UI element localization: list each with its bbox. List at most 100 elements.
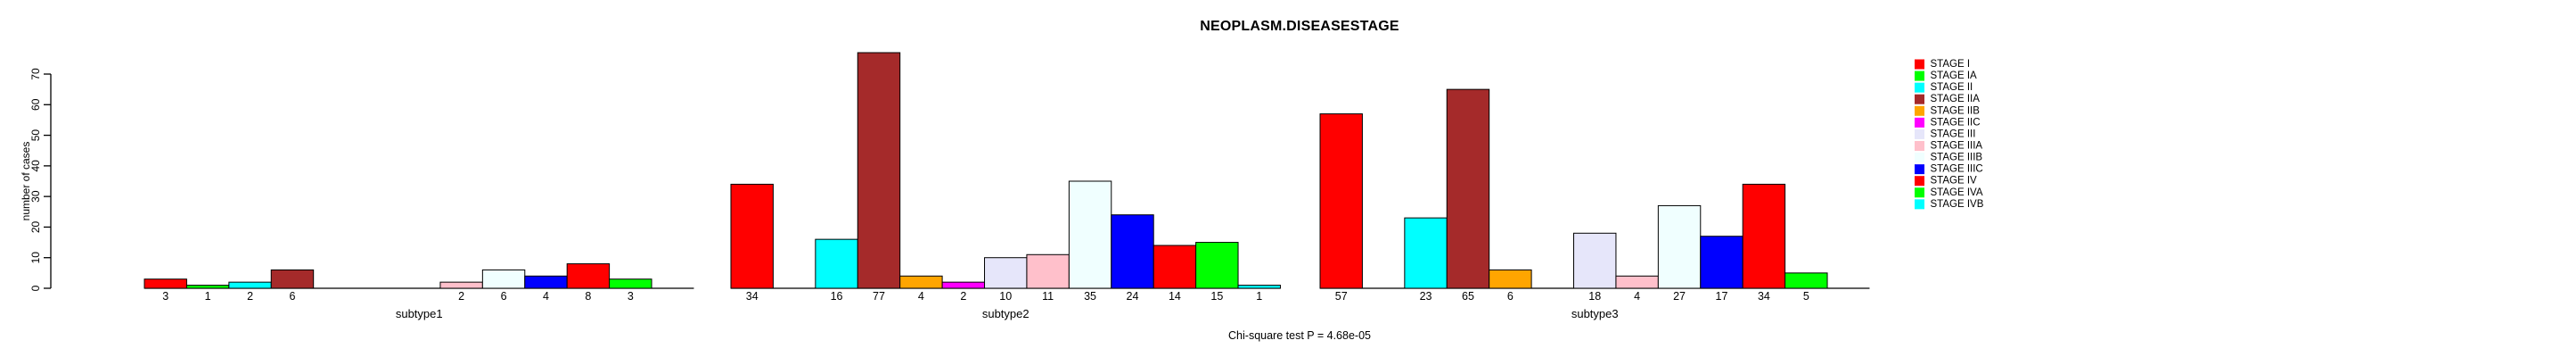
bar-subtype2-stage-iiia — [1026, 253, 1070, 289]
bar-value-label: 11 — [1042, 290, 1054, 303]
bar-value-label: 2 — [960, 290, 966, 303]
legend-swatch — [1915, 199, 1924, 210]
legend-swatch — [1915, 164, 1924, 175]
bar-value-label: 14 — [1169, 290, 1181, 303]
bar-subtype2-stage-iib — [899, 275, 943, 289]
group-label-subtype3: subtype3 — [1571, 307, 1619, 320]
bar-value-label: 24 — [1127, 290, 1139, 303]
legend-swatch — [1915, 71, 1924, 81]
bar-subtype2-stage-iii — [984, 257, 1028, 289]
bar-value-label: 65 — [1462, 290, 1474, 303]
chart-title: NEOPLASM.DISEASESTAGE — [1200, 19, 1399, 34]
legend-label: STAGE IIIB — [1931, 153, 1983, 163]
bar-subtype1-stage-iia — [270, 269, 315, 289]
bar-value-label: 18 — [1588, 290, 1601, 303]
bar-value-label: 2 — [458, 290, 464, 303]
legend-label: STAGE IIB — [1931, 105, 1981, 116]
legend-label: STAGE IVA — [1931, 187, 1983, 198]
bar-value-label: 6 — [501, 290, 507, 303]
legend-label: STAGE IIA — [1931, 94, 1981, 104]
bar-subtype3-stage-iva — [1784, 272, 1828, 289]
legend-swatch — [1915, 129, 1924, 139]
y-axis-tick-label: 0 — [29, 285, 42, 291]
legend-swatch — [1915, 94, 1924, 104]
bar-value-label: 27 — [1673, 290, 1686, 303]
bar-value-label: 5 — [1803, 290, 1809, 303]
bar-subtype3-stage-iib — [1489, 269, 1532, 289]
legend-label: STAGE IA — [1931, 71, 1978, 81]
bar-subtype1-stage-ia — [185, 285, 230, 289]
bar-value-label: 2 — [247, 290, 253, 303]
bar-subtype2-stage-iiib — [1068, 180, 1112, 289]
legend-label: STAGE IIIC — [1931, 164, 1983, 175]
legend-label: STAGE IVB — [1931, 199, 1984, 210]
legend-label: STAGE IIC — [1931, 117, 1981, 128]
y-axis-title: number of cases — [20, 142, 32, 221]
group-label-subtype1: subtype1 — [396, 307, 443, 320]
bar-value-label: 6 — [1507, 290, 1514, 303]
bar-subtype1-stage-i — [144, 278, 187, 289]
bar-subtype1-stage-iv — [566, 263, 611, 289]
bar-subtype3-stage-iv — [1742, 183, 1786, 289]
bar-subtype2-stage-iiic — [1111, 214, 1154, 289]
bar-subtype1-stage-ii — [228, 281, 272, 289]
bar-subtype1-stage-iva — [609, 278, 652, 289]
bar-value-label: 4 — [543, 290, 549, 303]
bar-value-label: 15 — [1210, 290, 1223, 303]
group-label-subtype2: subtype2 — [982, 307, 1030, 320]
bar-value-label: 77 — [873, 290, 885, 303]
bar-subtype3-stage-iiib — [1657, 204, 1702, 289]
legend-label: STAGE IV — [1931, 176, 1978, 187]
y-axis-tick-label: 50 — [29, 129, 42, 142]
legend-swatch — [1915, 117, 1924, 128]
legend-swatch — [1915, 187, 1924, 198]
bar-subtype3-stage-iii — [1573, 232, 1617, 289]
bar-value-label: 4 — [918, 290, 924, 303]
y-axis-tick-label: 20 — [29, 220, 42, 233]
bar-value-label: 6 — [289, 290, 295, 303]
bar-value-label: 23 — [1420, 290, 1432, 303]
legend-label: STAGE I — [1931, 59, 1971, 70]
bar-subtype2-stage-i — [730, 183, 774, 289]
bar-value-label: 3 — [162, 290, 168, 303]
legend-swatch — [1915, 105, 1924, 116]
bar-value-label: 1 — [1256, 290, 1262, 303]
bar-value-label: 3 — [628, 290, 634, 303]
legend-label: STAGE II — [1931, 82, 1973, 93]
y-axis-tick-label: 60 — [29, 98, 42, 111]
legend-swatch — [1915, 153, 1924, 163]
y-axis-tick-label: 40 — [29, 160, 42, 172]
bar-subtype2-stage-ii — [815, 238, 858, 289]
bar-value-label: 57 — [1335, 290, 1348, 303]
bar-subtype3-stage-i — [1319, 113, 1363, 289]
bar-subtype3-stage-iia — [1446, 88, 1490, 289]
bar-subtype3-stage-iiia — [1615, 275, 1659, 289]
legend-swatch — [1915, 140, 1924, 151]
bar-value-label: 35 — [1084, 290, 1096, 303]
bar-subtype1-stage-iiic — [524, 275, 568, 289]
y-axis-tick-label: 70 — [29, 68, 42, 80]
bar-value-label: 16 — [831, 290, 843, 303]
bar-value-label: 1 — [205, 290, 211, 303]
bar-subtype2-stage-iv — [1153, 245, 1197, 289]
bar-value-label: 17 — [1716, 290, 1728, 303]
legend-swatch — [1915, 82, 1924, 93]
bar-subtype1-stage-iiib — [481, 269, 526, 289]
bar-subtype3-stage-ii — [1404, 217, 1448, 289]
bar-value-label: 8 — [585, 290, 591, 303]
bar-value-label: 4 — [1634, 290, 1640, 303]
bar-subtype3-stage-iiic — [1700, 236, 1743, 289]
bar-value-label: 34 — [1758, 290, 1770, 303]
legend-label: STAGE III — [1931, 129, 1976, 139]
bar-subtype2-stage-ivb — [1237, 285, 1281, 289]
legend-label: STAGE IIIA — [1931, 140, 1983, 151]
y-axis-tick-label: 30 — [29, 190, 42, 203]
legend-swatch — [1915, 59, 1924, 70]
bar-value-label: 10 — [999, 290, 1012, 303]
bar-subtype2-stage-iva — [1195, 242, 1239, 289]
y-axis-tick-label: 10 — [29, 252, 42, 264]
bar-subtype1-stage-iiia — [439, 281, 483, 289]
bar-subtype2-stage-iia — [857, 52, 901, 289]
